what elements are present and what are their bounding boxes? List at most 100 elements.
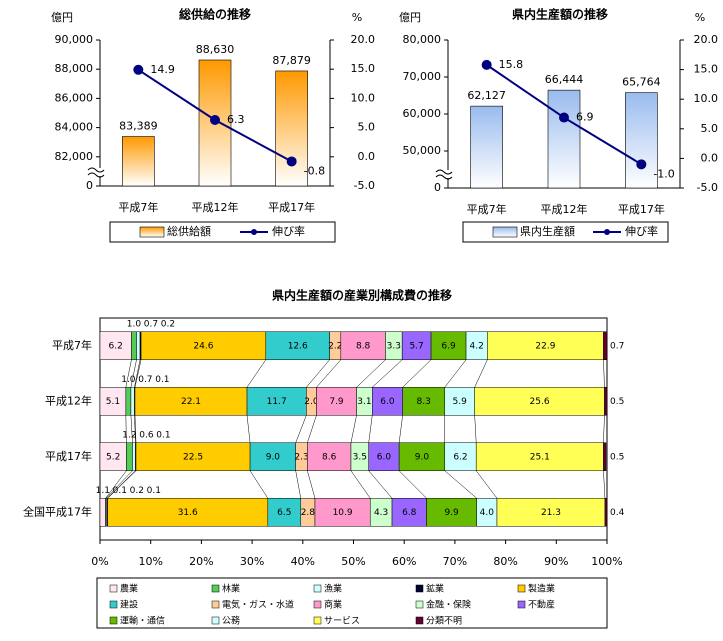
y2-tick-label: 5.0 <box>701 122 719 135</box>
segment-label: 31.6 <box>178 508 198 518</box>
y-tick-label: 0 <box>434 181 441 194</box>
series-connector <box>295 415 307 443</box>
x-tick-label: 50% <box>341 555 365 568</box>
legend-label: 金融・保険 <box>426 599 471 611</box>
bar-segment <box>130 387 135 416</box>
bar-segment <box>99 387 127 416</box>
series-connector <box>295 470 302 499</box>
segment-label: 6.0 <box>380 397 395 407</box>
legend-swatch <box>415 584 424 593</box>
y-tick-label: 50,000 <box>403 144 442 157</box>
segment-label: 10.9 <box>333 508 353 518</box>
y2-tick-label: 10.0 <box>351 91 376 104</box>
y2-tick-label: 0.0 <box>358 150 376 163</box>
series-connector <box>474 415 477 443</box>
series-connector <box>249 470 269 499</box>
segment-label: 11.7 <box>267 397 287 407</box>
y2-tick-label: 5.0 <box>358 121 376 134</box>
legend-swatch <box>517 600 526 609</box>
x-tick-label: 平成7年 <box>118 200 158 214</box>
bar-segment <box>316 387 357 416</box>
segment-label: 0.2 <box>130 486 144 496</box>
segment-label: 3.3 <box>387 341 401 351</box>
bar <box>470 105 503 189</box>
bar-segment <box>265 331 330 360</box>
segment-label: 0.7 <box>610 341 624 351</box>
y-tick-label: 86,000 <box>55 91 94 104</box>
legend-swatch <box>109 600 118 609</box>
y2-tick-label: 20.0 <box>694 33 719 46</box>
series-connector <box>356 359 386 388</box>
x-tick-label: 80% <box>493 555 517 568</box>
segment-label: 8.8 <box>356 341 371 351</box>
bar-segment <box>307 442 352 471</box>
legend-label: サービス <box>324 616 360 627</box>
legend-label: 運輸・通信 <box>120 615 165 627</box>
legend-label: 不動産 <box>528 599 555 611</box>
y2-axis-unit: % <box>352 11 362 24</box>
legend-label: 鉱業 <box>426 583 444 595</box>
segment-label: 1.0 <box>121 375 136 385</box>
series-connector <box>107 470 137 499</box>
y-tick-label: 80,000 <box>403 33 442 46</box>
series-connector <box>246 359 266 388</box>
series-connector <box>105 470 133 499</box>
segment-label: 9.0 <box>415 452 430 462</box>
series-connector <box>474 359 488 388</box>
segment-label: 12.6 <box>288 341 308 351</box>
series-connector <box>106 470 136 499</box>
line-marker <box>286 156 297 167</box>
chart-title: 県内生産額の推移 <box>512 7 608 22</box>
series-connector <box>368 415 373 443</box>
series-connector <box>350 470 371 499</box>
bar-segment <box>267 498 302 527</box>
segment-label: 22.1 <box>181 397 201 407</box>
axis-break-gap <box>436 170 452 178</box>
segment-label: 24.6 <box>193 341 213 351</box>
segment-label: 6.8 <box>402 508 417 518</box>
chart-title: 総供給の推移 <box>179 7 251 22</box>
legend-label: 製造業 <box>528 583 555 595</box>
bar-value-label: 66,444 <box>545 73 584 86</box>
legend-swatch <box>313 600 322 609</box>
segment-label: 9.9 <box>444 508 459 518</box>
segment-label: 5.9 <box>453 397 468 407</box>
segment-label: 5.2 <box>106 452 120 462</box>
line-marker <box>210 115 220 126</box>
segment-label: 1.1 <box>96 486 110 496</box>
segment-label: 3.5 <box>353 452 367 462</box>
bar-segment <box>391 498 427 527</box>
segment-label: 0.1 <box>156 430 170 440</box>
segment-label: 0.7 <box>138 375 152 385</box>
x-tick-label: 20% <box>189 555 213 568</box>
legend-label: 伸び率 <box>625 224 658 238</box>
segment-label: 0.1 <box>155 375 169 385</box>
series-connector <box>372 359 403 388</box>
series-connector <box>398 415 403 443</box>
legend-swatch <box>211 584 220 593</box>
bar-segment <box>426 498 477 527</box>
series-connector <box>134 359 142 388</box>
legend-label: 総供給額 <box>167 224 211 238</box>
segment-label: 4.2 <box>470 341 484 351</box>
bar-segment <box>604 387 608 416</box>
line-marker <box>133 64 144 75</box>
series-connector <box>603 359 605 388</box>
series-connector <box>603 470 606 499</box>
bar-segment <box>99 498 106 527</box>
bar-value-label: 87,879 <box>272 54 311 67</box>
series-connector <box>246 415 251 443</box>
y2-tick-label: 10.0 <box>694 92 719 105</box>
legend-label: 分類不明 <box>426 616 462 627</box>
bar <box>547 89 581 189</box>
line-marker <box>636 159 647 170</box>
bar-segment <box>401 331 432 360</box>
x-tick-label: 90% <box>544 555 568 568</box>
segment-label: 0.1 <box>113 486 127 496</box>
legend <box>109 221 336 243</box>
segment-label: 5.7 <box>409 341 423 351</box>
series-connector <box>444 470 477 499</box>
legend-swatch <box>109 616 118 625</box>
series-connector <box>125 415 127 443</box>
bar-segment <box>444 442 477 471</box>
